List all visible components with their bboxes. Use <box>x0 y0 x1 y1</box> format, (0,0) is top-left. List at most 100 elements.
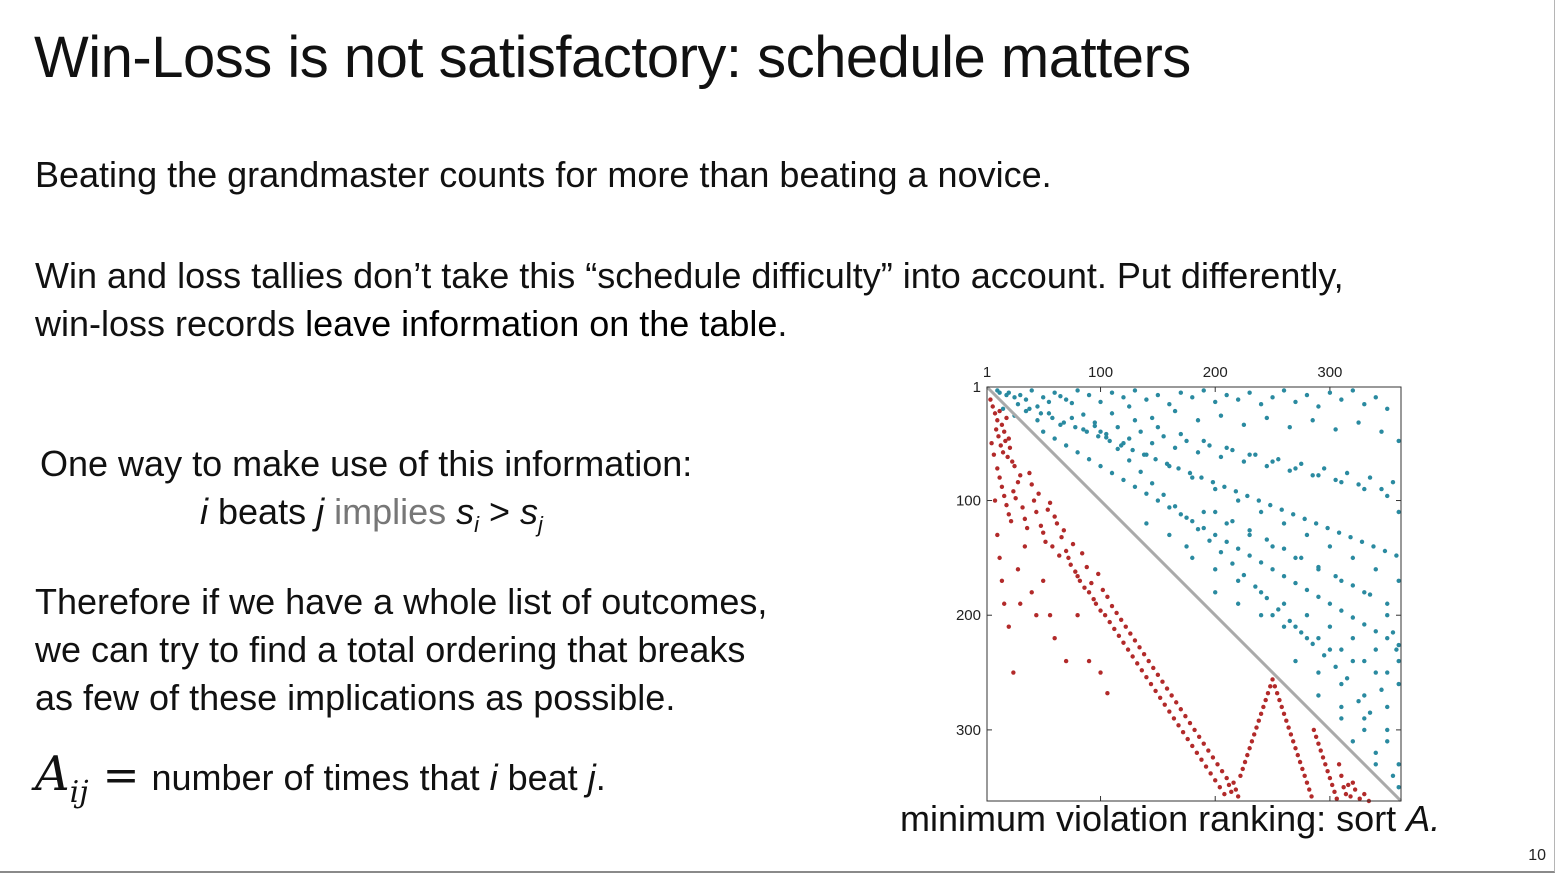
violation-point <box>1045 507 1050 512</box>
violation-point <box>1323 762 1328 767</box>
violation-point <box>1222 791 1227 797</box>
win-point <box>1264 463 1270 469</box>
win-point <box>1256 498 1261 503</box>
win-point <box>1302 516 1307 522</box>
win-point <box>1276 607 1281 612</box>
win-point <box>1385 635 1390 641</box>
win-point <box>1362 622 1367 627</box>
rule-si: s <box>456 491 475 532</box>
violation-point <box>999 422 1005 428</box>
win-point <box>1316 567 1321 572</box>
win-point <box>1213 486 1218 492</box>
violation-point <box>1341 785 1346 790</box>
win-point <box>1304 635 1310 641</box>
win-point <box>1362 402 1367 407</box>
violation-point <box>1105 594 1110 600</box>
win-point <box>1336 530 1342 535</box>
violation-point <box>1000 450 1006 455</box>
win-point <box>1327 647 1333 652</box>
win-point <box>1258 613 1264 618</box>
violation-point <box>1290 739 1296 744</box>
win-point <box>1130 447 1135 453</box>
win-point <box>997 390 1002 395</box>
win-point <box>1339 704 1344 710</box>
win-point <box>1373 567 1378 572</box>
win-point <box>1184 544 1189 549</box>
violation-point <box>1054 521 1060 526</box>
win-point <box>1350 615 1356 620</box>
violation-point <box>1270 677 1275 682</box>
win-point <box>1290 512 1296 517</box>
violation-point <box>1238 773 1243 778</box>
win-point <box>1241 422 1247 428</box>
win-point <box>1144 521 1149 526</box>
violation-point <box>1171 716 1177 721</box>
win-point <box>1218 413 1224 418</box>
win-point <box>1379 486 1384 492</box>
violation-point <box>1112 626 1117 632</box>
violation-point <box>1293 746 1298 751</box>
x-tick-label: 300 <box>1317 364 1342 381</box>
win-point <box>1213 399 1218 405</box>
violation-point <box>1011 489 1016 494</box>
win-point <box>1390 630 1396 635</box>
win-point <box>1092 423 1098 429</box>
win-point <box>1178 512 1184 517</box>
win-point <box>1350 388 1356 393</box>
violation-point <box>1114 610 1119 616</box>
violation-point <box>1059 535 1064 540</box>
win-point <box>1396 762 1401 767</box>
win-point <box>1247 452 1252 457</box>
rule-sj-sub: j <box>538 512 543 538</box>
violation-point <box>1249 739 1255 744</box>
violation-point <box>1261 704 1266 710</box>
violation-point <box>1018 473 1023 478</box>
violation-point <box>1265 690 1271 696</box>
win-point <box>1287 618 1292 624</box>
win-point <box>1279 507 1284 512</box>
win-point <box>1362 716 1367 721</box>
win-point <box>1339 397 1344 402</box>
win-point <box>1394 647 1399 652</box>
win-point <box>1127 404 1132 409</box>
violation-point <box>1343 791 1349 797</box>
win-point <box>1138 429 1143 434</box>
violation-point <box>1302 773 1307 778</box>
caption-text: minimum violation ranking: sort <box>900 798 1407 839</box>
win-point <box>1258 560 1264 565</box>
slide-title: Win-Loss is not satisfactory: schedule m… <box>34 25 1191 90</box>
win-point <box>1104 431 1109 437</box>
violation-point <box>1093 601 1099 606</box>
win-point <box>1371 544 1376 549</box>
violation-point <box>1068 562 1073 567</box>
paragraph-schedule-line2-pre: win-loss records <box>35 303 306 344</box>
win-point <box>1164 461 1170 467</box>
win-point <box>1339 578 1344 584</box>
formula-text-pre: number of times that <box>151 757 490 798</box>
win-point <box>1333 427 1338 432</box>
win-point <box>1081 412 1086 417</box>
win-point <box>1176 466 1181 471</box>
violation-point <box>1024 525 1030 531</box>
win-point <box>1155 498 1161 503</box>
win-point <box>1379 687 1384 692</box>
violation-point <box>1002 493 1007 499</box>
violation-point <box>1061 528 1067 533</box>
win-point <box>1201 525 1206 531</box>
violation-point <box>1116 633 1122 639</box>
win-point <box>1304 392 1310 398</box>
win-point <box>1379 429 1384 434</box>
violation-point <box>991 452 997 457</box>
violation-point <box>1057 553 1062 558</box>
violation-point <box>1346 782 1351 788</box>
win-point <box>1350 555 1356 561</box>
violation-point <box>1052 635 1057 641</box>
rule-si-sub: i <box>474 512 479 538</box>
violation-point <box>1162 702 1167 707</box>
violation-point <box>1217 785 1223 790</box>
win-point <box>1069 400 1075 406</box>
violation-point <box>1226 782 1232 788</box>
violation-point <box>1084 564 1089 570</box>
win-point <box>1362 658 1367 664</box>
win-point <box>1058 422 1063 428</box>
